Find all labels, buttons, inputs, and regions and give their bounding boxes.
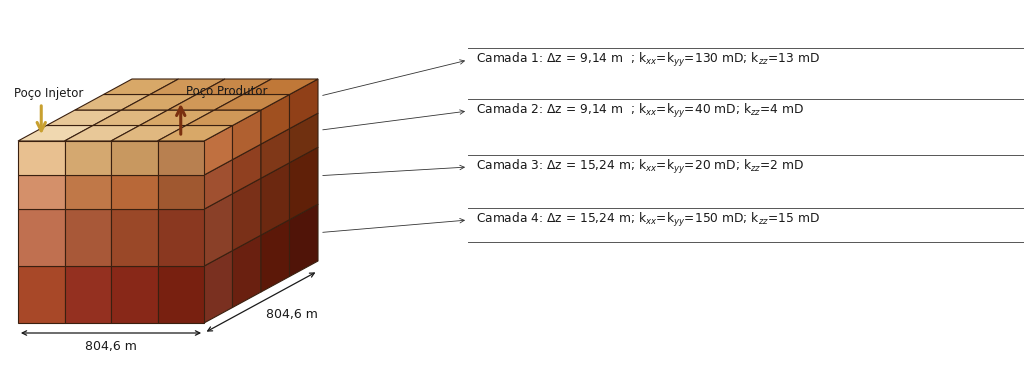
Text: Camada 1: Δz = 9,14 m  ; k$_{xx}$=k$_{yy}$=130 mD; k$_{zz}$=13 mD: Camada 1: Δz = 9,14 m ; k$_{xx}$=k$_{yy}… [476,51,820,69]
Polygon shape [261,220,290,292]
Polygon shape [158,266,204,323]
Polygon shape [204,160,232,209]
Polygon shape [204,194,232,266]
Polygon shape [261,95,290,144]
Polygon shape [139,110,214,126]
Polygon shape [186,110,261,126]
Text: Camada 2: Δz = 9,14 m  ; k$_{xx}$=k$_{yy}$=40 mD; k$_{zz}$=4 mD: Camada 2: Δz = 9,14 m ; k$_{xx}$=k$_{yy}… [476,102,804,120]
Polygon shape [232,235,261,307]
Polygon shape [150,79,225,95]
Text: Camada 4: Δz = 15,24 m; k$_{xx}$=k$_{yy}$=150 mD; k$_{zz}$=15 mD: Camada 4: Δz = 15,24 m; k$_{xx}$=k$_{yy}… [476,211,820,229]
Polygon shape [18,126,93,141]
Polygon shape [290,113,318,163]
Polygon shape [261,163,290,235]
Polygon shape [18,141,65,175]
Text: Poço Injetor: Poço Injetor [14,87,84,100]
Polygon shape [261,128,290,178]
Polygon shape [122,95,197,110]
Polygon shape [158,175,204,209]
Polygon shape [111,175,158,209]
Polygon shape [65,266,111,323]
Polygon shape [197,79,271,95]
Polygon shape [214,95,290,110]
Polygon shape [18,175,65,209]
Polygon shape [290,79,318,128]
Polygon shape [290,204,318,277]
Polygon shape [232,110,261,160]
Polygon shape [65,209,111,266]
Polygon shape [232,144,261,194]
Text: Camada 3: Δz = 15,24 m; k$_{xx}$=k$_{yy}$=20 mD; k$_{zz}$=2 mD: Camada 3: Δz = 15,24 m; k$_{xx}$=k$_{yy}… [476,158,804,176]
Text: Poço Produtor: Poço Produtor [185,85,267,98]
Polygon shape [111,266,158,323]
Polygon shape [168,95,243,110]
Polygon shape [18,209,65,266]
Polygon shape [111,209,158,266]
Polygon shape [46,110,122,126]
Polygon shape [158,141,204,175]
Polygon shape [204,251,232,323]
Polygon shape [232,178,261,251]
Polygon shape [111,141,158,175]
Polygon shape [158,126,232,141]
Polygon shape [290,147,318,220]
Polygon shape [103,79,178,95]
Polygon shape [75,95,150,110]
Polygon shape [158,209,204,266]
Polygon shape [65,141,111,175]
Polygon shape [111,126,186,141]
Polygon shape [18,266,65,323]
Polygon shape [65,175,111,209]
Polygon shape [204,126,232,175]
Polygon shape [65,126,139,141]
Polygon shape [243,79,318,95]
Polygon shape [93,110,168,126]
Text: 804,6 m: 804,6 m [85,340,137,353]
Text: 804,6 m: 804,6 m [266,308,317,321]
